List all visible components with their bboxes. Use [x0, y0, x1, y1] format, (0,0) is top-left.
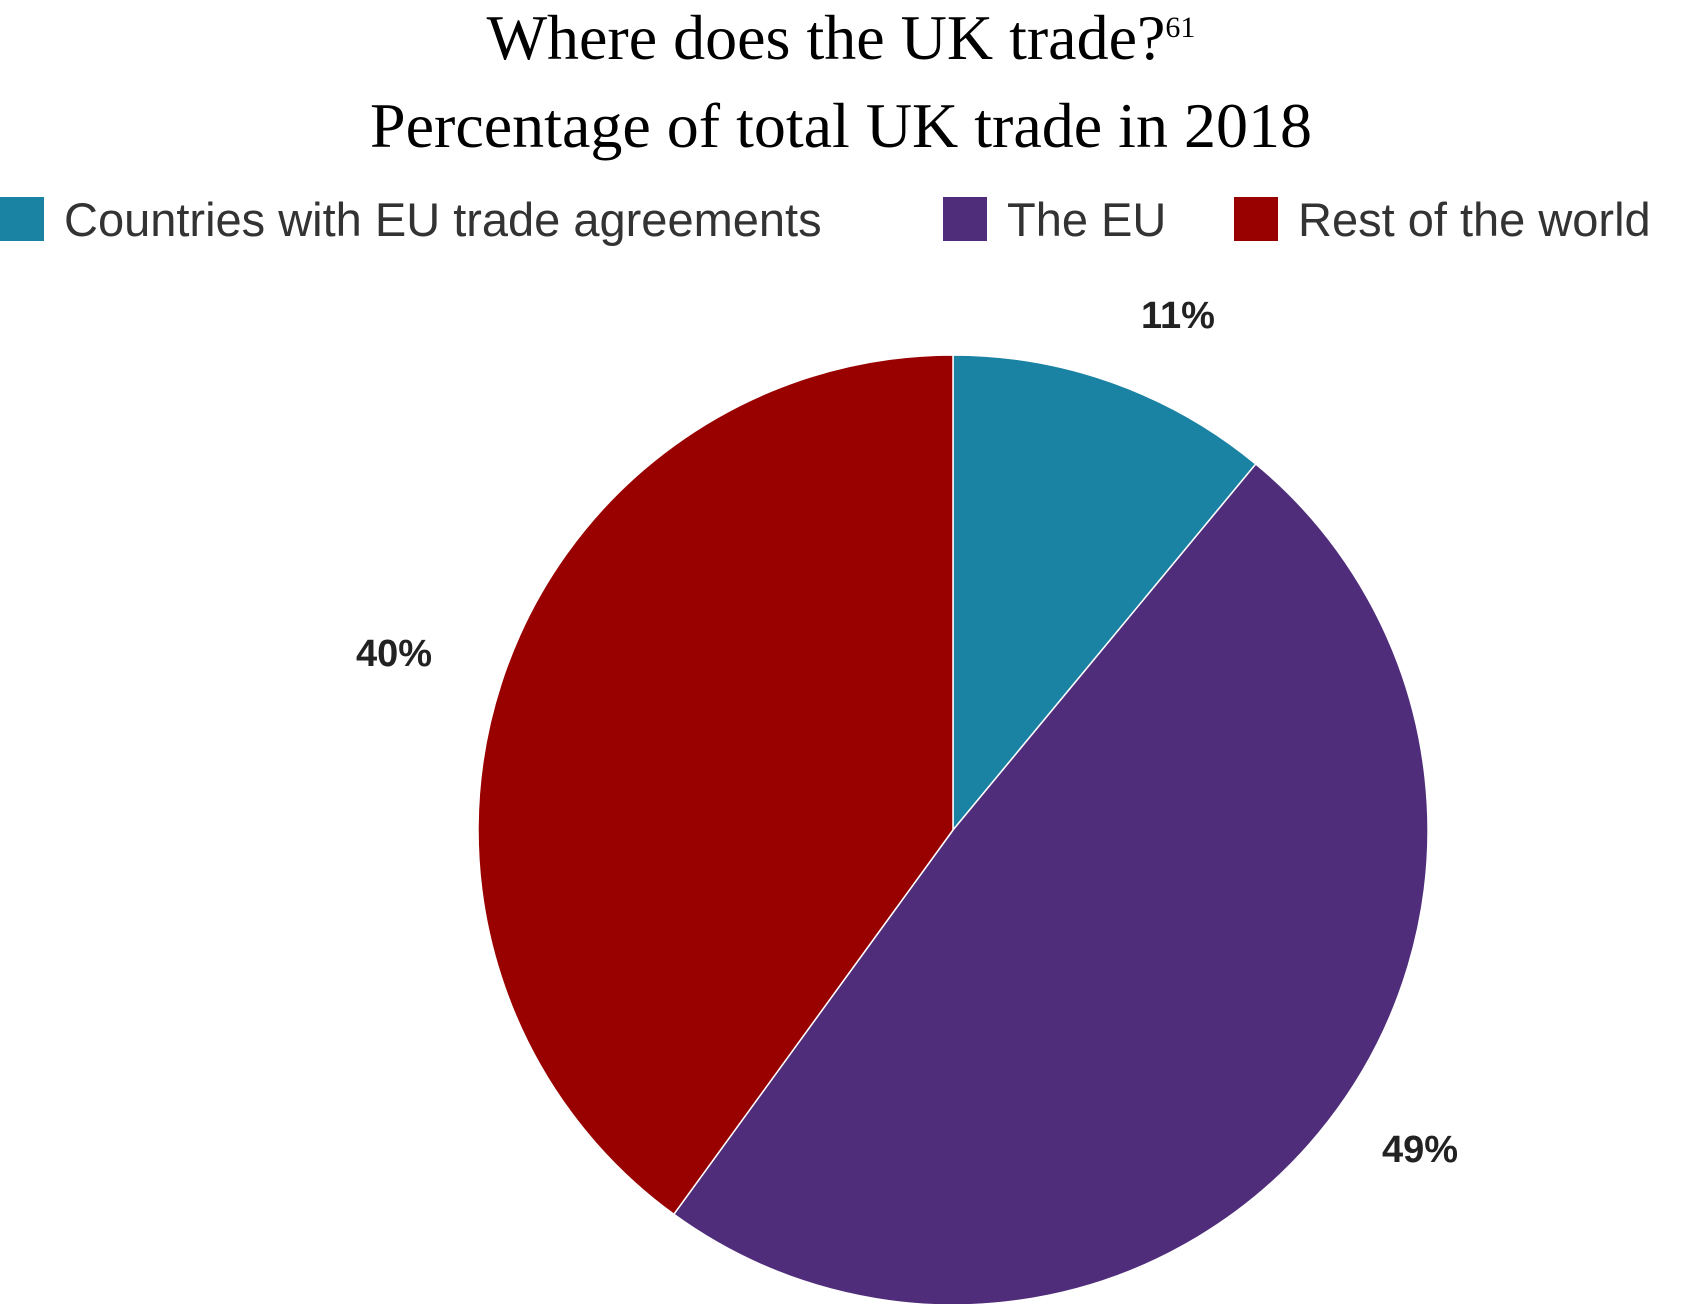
legend-item-eu: The EU — [943, 188, 1166, 250]
legend-label: Countries with EU trade agreements — [64, 192, 822, 246]
legend-swatch — [0, 197, 44, 241]
slice-the-eu — [672, 462, 1429, 1304]
footnote-marker: 61 — [1165, 11, 1196, 44]
legend-swatch — [1234, 197, 1278, 241]
chart-subtitle: Percentage of total UK trade in 2018 — [370, 90, 1312, 161]
slice-label: 11% — [1141, 295, 1215, 337]
legend-swatch — [943, 197, 987, 241]
slice-eu-trade-agreements — [952, 354, 1257, 833]
legend-label: Rest of the world — [1298, 192, 1651, 246]
slice-label: 49% — [1382, 1129, 1458, 1171]
legend-label: The EU — [1007, 192, 1167, 246]
chart-title-text: Where does the UK trade? — [486, 2, 1166, 73]
chart-title: Where does the UK trade?61 Percentage of… — [0, 0, 1682, 164]
slice-label: 40% — [356, 633, 432, 675]
slice-rest-of-world — [477, 354, 954, 1216]
legend-item-rest-of-world: Rest of the world — [1234, 188, 1651, 250]
legend-item-eu-agreements: Countries with EU trade agreements — [0, 188, 822, 250]
